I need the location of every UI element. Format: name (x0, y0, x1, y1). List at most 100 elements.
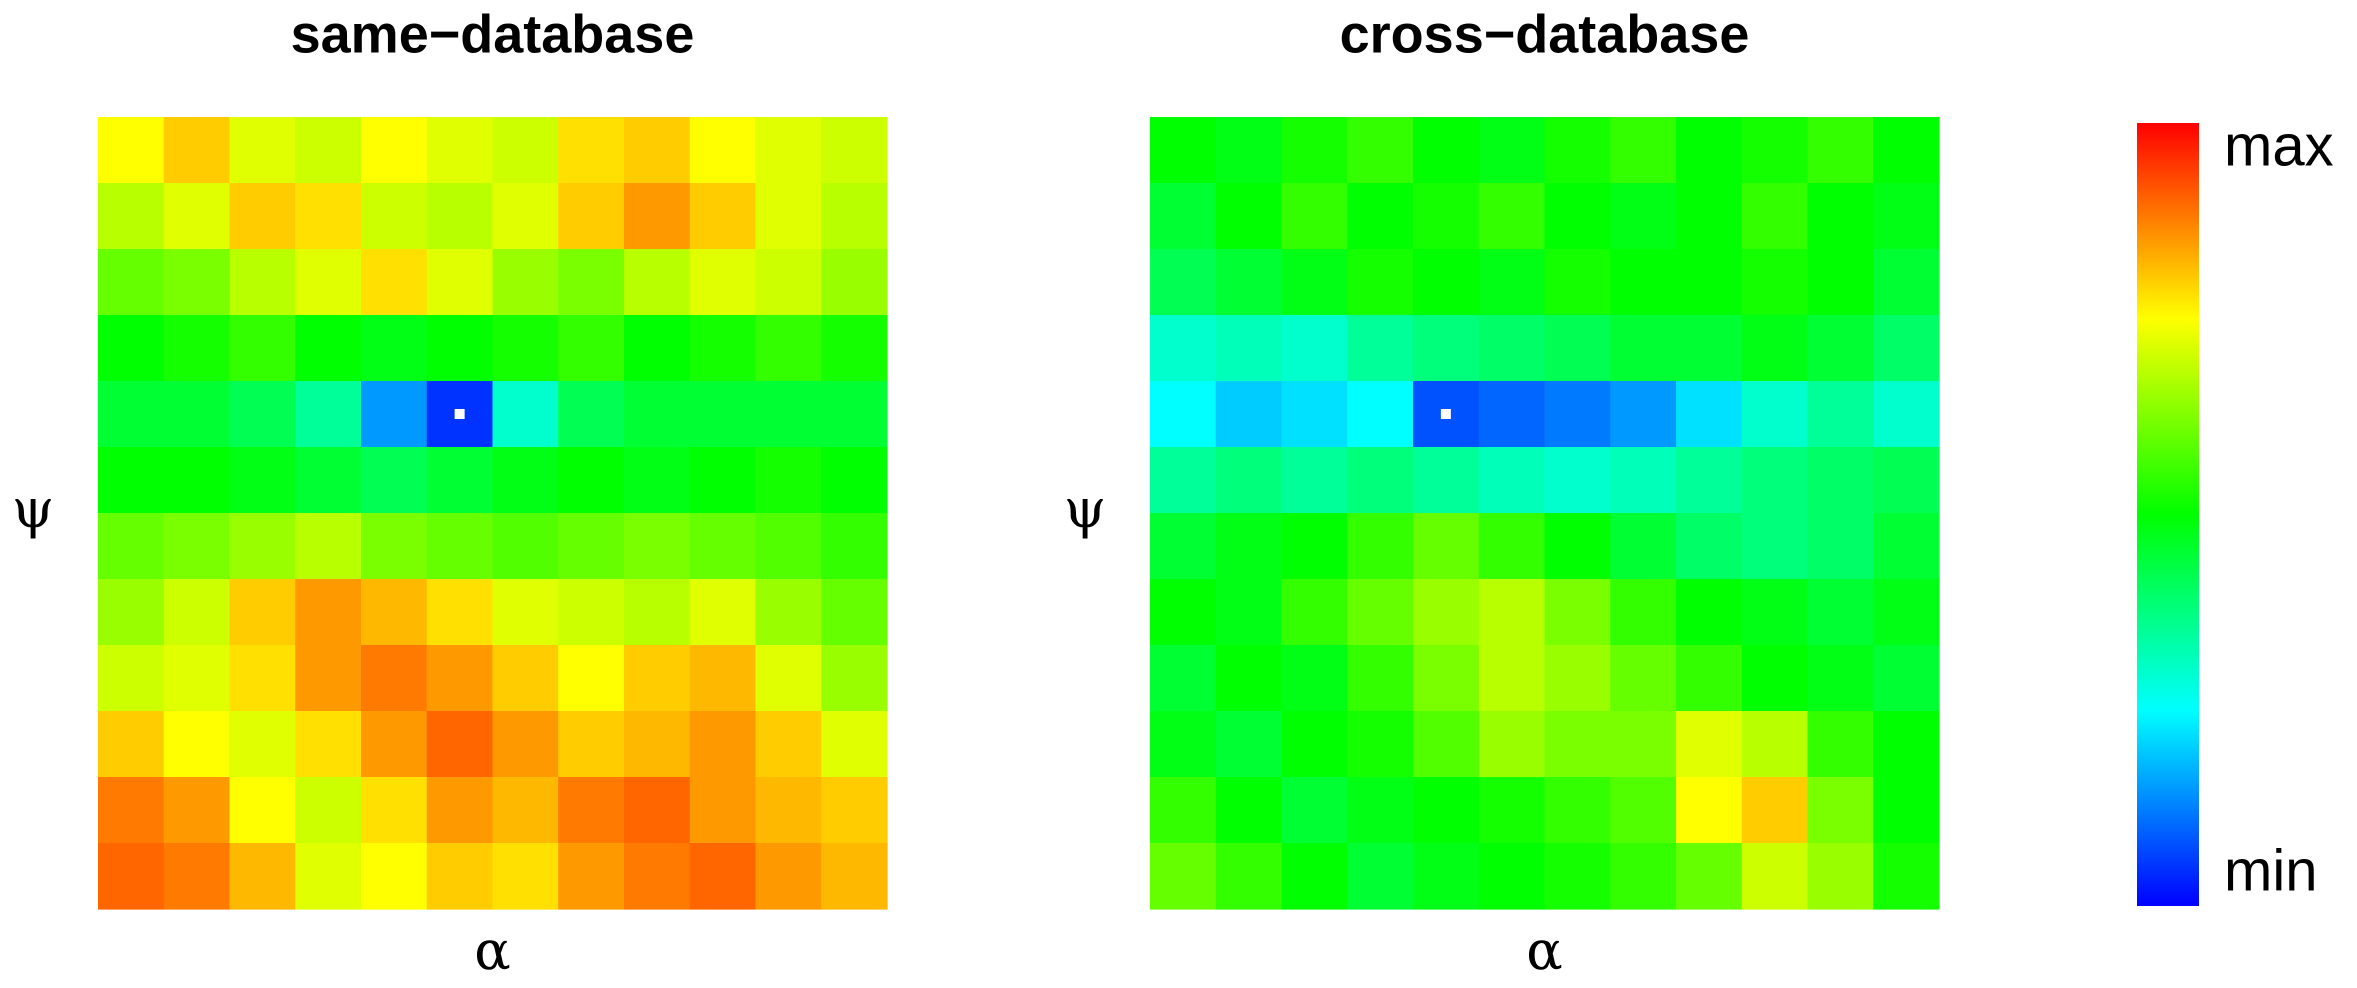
min-marker (1440, 409, 1451, 419)
heatmap-cell (1478, 513, 1546, 580)
heatmap-cell (1873, 843, 1940, 910)
heatmap-cell (755, 513, 822, 580)
heatmap-cell (492, 711, 559, 778)
heatmap-cell (1544, 117, 1611, 184)
heatmap-cell (624, 513, 691, 580)
heatmap-cell (163, 645, 231, 712)
heatmap-cell (624, 843, 691, 910)
heatmap-cell (624, 645, 691, 712)
heatmap-cell (229, 381, 296, 448)
heatmap-cell (361, 711, 428, 778)
heatmap-cell (492, 579, 559, 646)
heatmap-cell (689, 381, 757, 448)
heatmap-cell (821, 183, 888, 250)
heatmap-cell (426, 513, 494, 580)
heatmap-cell (558, 249, 625, 316)
heatmap-cell (1150, 315, 1217, 382)
heatmap-cell (558, 117, 625, 184)
heatmap-cell (1610, 513, 1677, 580)
heatmap-cell (1873, 447, 1940, 514)
heatmap-cell (229, 447, 296, 514)
heatmap-cell (492, 843, 559, 910)
heatmap-cell (1741, 513, 1809, 580)
heatmap-cell (229, 315, 296, 382)
heatmap-cell (229, 711, 296, 778)
heatmap-cell (1347, 645, 1414, 712)
heatmap-cell (361, 579, 428, 646)
heatmap-cell (1676, 711, 1743, 778)
heatmap-cell (1544, 843, 1611, 910)
heatmap-cell (1413, 843, 1480, 910)
heatmap-cell (1215, 513, 1283, 580)
heatmap-cell (1281, 579, 1348, 646)
heatmap-cell (361, 777, 428, 844)
y-axis-label: ψ (1064, 477, 1106, 540)
heatmap-cell (1544, 645, 1611, 712)
heatmap-cell (98, 843, 165, 910)
heatmap-cell (1873, 513, 1940, 580)
heatmap-cell (1873, 645, 1940, 712)
heatmap-cell (1741, 711, 1809, 778)
heatmap-cell (558, 777, 625, 844)
heatmap-cell (755, 249, 822, 316)
heatmap-cell (98, 579, 165, 646)
heatmap-cell (426, 249, 494, 316)
heatmap-cell (229, 117, 296, 184)
heatmap-cell (821, 249, 888, 316)
heatmap-cell (1807, 117, 1874, 184)
heatmap-cell (1478, 447, 1546, 514)
heatmap-cell (1478, 777, 1546, 844)
heatmap-cell (624, 711, 691, 778)
heatmap-cell (1347, 579, 1414, 646)
heatmap-cell (1150, 117, 1217, 184)
heatmap-cell (1347, 183, 1414, 250)
x-axis-label: α (1526, 919, 1562, 982)
heatmap-cell (689, 183, 757, 250)
heatmap-cell (1873, 315, 1940, 382)
heatmap-cell (361, 513, 428, 580)
heatmap-cell (689, 843, 757, 910)
heatmap-cell (98, 183, 165, 250)
heatmap-cell (689, 513, 757, 580)
heatmap-cell (295, 843, 362, 910)
heatmap-cell (689, 777, 757, 844)
heatmap-cell (689, 645, 757, 712)
heatmap-cell (98, 117, 165, 184)
heatmap-cell (1741, 315, 1809, 382)
heatmap-cell (1347, 777, 1414, 844)
heatmap-cell (361, 645, 428, 712)
heatmap-cell (624, 381, 691, 448)
heatmap-cell (1873, 777, 1940, 844)
heatmap-cell (426, 447, 494, 514)
heatmap-cell (689, 315, 757, 382)
heatmap-cell (1215, 777, 1283, 844)
heatmap-cell (1544, 183, 1611, 250)
heatmap-cell (98, 513, 165, 580)
heatmap-cell (755, 711, 822, 778)
heatmap-cell (755, 183, 822, 250)
heatmap-cell (492, 447, 559, 514)
heatmap-cell (1150, 249, 1217, 316)
heatmap-cell (1544, 579, 1611, 646)
heatmap-cell (1281, 249, 1348, 316)
heatmap-cell (361, 315, 428, 382)
heatmap-cell (1347, 711, 1414, 778)
colorbar-label: min (2224, 838, 2317, 903)
heatmap-cell (689, 117, 757, 184)
heatmap-cell (1807, 183, 1874, 250)
heatmap-cell (492, 249, 559, 316)
heatmap-cell (1347, 843, 1414, 910)
heatmap-cell (1676, 645, 1743, 712)
heatmap-cell (1413, 447, 1480, 514)
heatmap-cell (624, 579, 691, 646)
x-axis-label: α (474, 919, 510, 982)
heatmap-cell (558, 183, 625, 250)
heatmap-cell (426, 315, 494, 382)
heatmap-cell (229, 777, 296, 844)
heatmap-cell (624, 183, 691, 250)
heatmap-cell (1281, 183, 1348, 250)
heatmap-cell (1215, 249, 1283, 316)
heatmap-cell (1676, 183, 1743, 250)
heatmap-cell (1610, 447, 1677, 514)
heatmap-cell (426, 579, 494, 646)
